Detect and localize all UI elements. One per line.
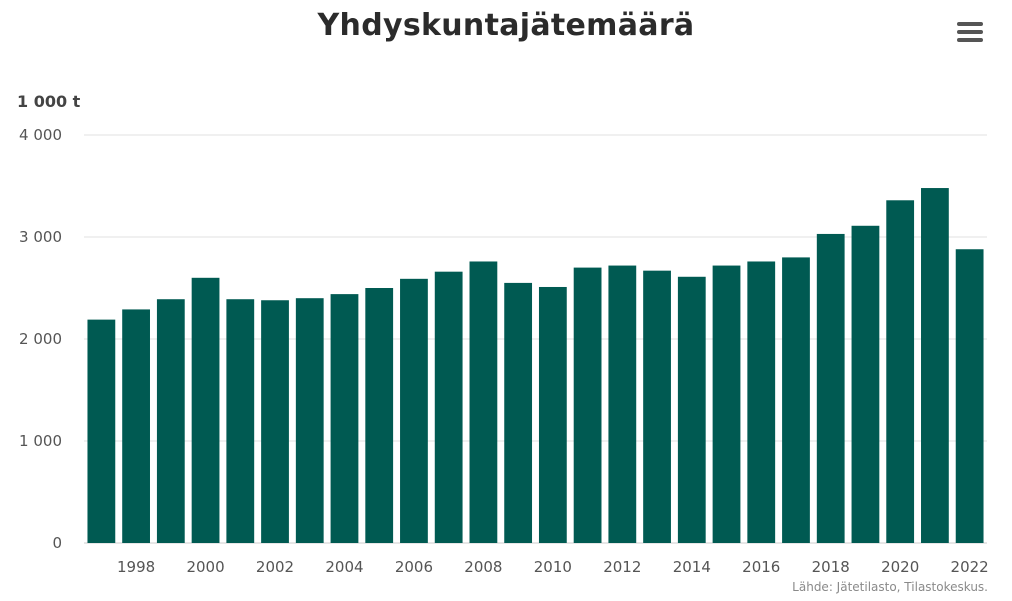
- y-axis-unit-label: 1 000 t: [17, 92, 81, 111]
- bar-2013[interactable]: [643, 270, 671, 543]
- x-tick-label: 2020: [881, 558, 919, 576]
- bar-1998[interactable]: [122, 309, 150, 543]
- bar-2015[interactable]: [712, 265, 741, 543]
- x-tick-label: 2008: [464, 558, 502, 576]
- x-tick-label: 2022: [951, 558, 989, 576]
- bar-2003[interactable]: [295, 298, 324, 543]
- bar-2022[interactable]: [955, 249, 984, 544]
- bar-2014[interactable]: [677, 276, 706, 543]
- bar-2005[interactable]: [365, 288, 394, 543]
- chart-title: Yhdyskuntajätemäärä: [317, 8, 695, 43]
- hamburger-menu-icon[interactable]: [954, 19, 986, 45]
- bar-2019[interactable]: [851, 225, 880, 543]
- bar-2021[interactable]: [921, 188, 949, 544]
- y-tick-label: 1 000: [19, 432, 62, 450]
- bar-2009[interactable]: [504, 282, 533, 543]
- bar-2011[interactable]: [573, 267, 602, 543]
- bar-2001[interactable]: [226, 299, 255, 543]
- x-tick-label: 2010: [534, 558, 572, 576]
- x-tick-label: 2000: [186, 558, 224, 576]
- x-tick-label: 2012: [603, 558, 641, 576]
- bar-2008[interactable]: [469, 261, 498, 543]
- bar-2012[interactable]: [608, 265, 637, 543]
- bar-2017[interactable]: [782, 257, 810, 543]
- bar-2004[interactable]: [330, 294, 359, 543]
- bar-2018[interactable]: [816, 233, 845, 543]
- x-tick-label: 2014: [673, 558, 711, 576]
- y-axis-tick-labels: 0 1 000 2 000 3 000 4 000: [19, 126, 62, 552]
- bar-1999[interactable]: [156, 299, 185, 543]
- x-tick-label: 2016: [742, 558, 780, 576]
- y-tick-label: 3 000: [19, 228, 62, 246]
- bar-2000[interactable]: [191, 277, 220, 543]
- bar-2016[interactable]: [747, 261, 776, 543]
- y-tick-label: 0: [52, 534, 62, 552]
- bar-2010[interactable]: [538, 286, 567, 543]
- x-tick-label: 2006: [395, 558, 433, 576]
- x-tick-label: 2002: [256, 558, 294, 576]
- x-tick-label: 2004: [325, 558, 363, 576]
- x-tick-label: 2018: [812, 558, 850, 576]
- x-tick-label: 1998: [117, 558, 155, 576]
- y-tick-label: 2 000: [19, 330, 62, 348]
- bar-2020[interactable]: [886, 200, 915, 543]
- x-axis-tick-labels: 1998 2000 2002 2004 2006 2008 2010 2012 2014 2016…: [117, 558, 989, 576]
- y-tick-label: 4 000: [19, 126, 62, 144]
- bar-1997[interactable]: [87, 319, 116, 543]
- bar-2002[interactable]: [261, 300, 289, 543]
- bar-2006[interactable]: [400, 278, 428, 543]
- bar-2007[interactable]: [434, 271, 463, 543]
- bars: [87, 188, 984, 544]
- source-note: Lähde: Jätetilasto, Tilastokeskus.: [792, 580, 988, 594]
